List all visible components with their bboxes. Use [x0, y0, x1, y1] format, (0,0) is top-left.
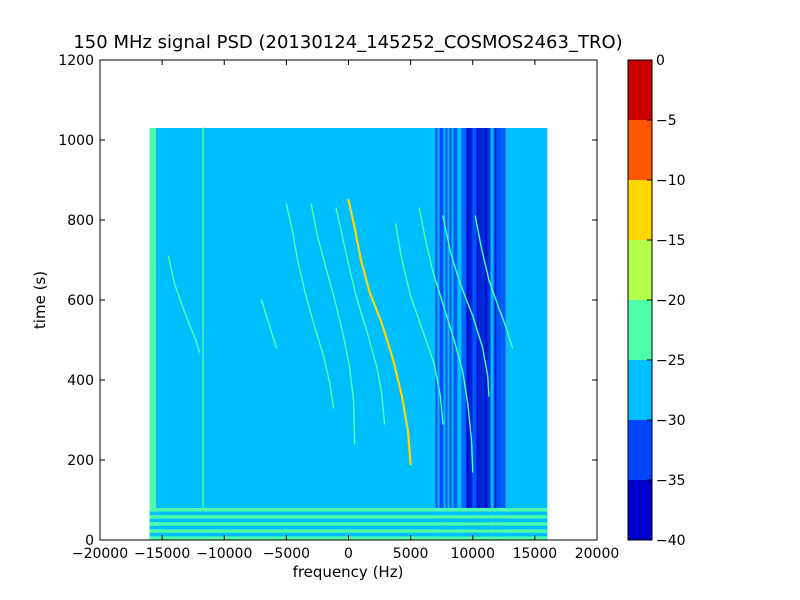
noise-column [455, 128, 458, 540]
trace-e [418, 207, 474, 473]
noise-column [445, 128, 448, 540]
region-left-edge-band [149, 128, 156, 540]
noise-column [480, 128, 483, 540]
trace-f [442, 215, 490, 397]
noise-column [478, 128, 481, 540]
x-tick-label: 15000 [513, 546, 558, 562]
noise-column [494, 128, 497, 540]
colorbar-swatch [628, 300, 652, 360]
noise-column [476, 128, 479, 540]
trace-a [335, 207, 386, 425]
colorbar-swatch [628, 360, 652, 420]
stripe [149, 515, 548, 519]
chart-title: 150 MHz signal PSD (20130124_145252_COSM… [73, 32, 622, 53]
colorbar-swatch [628, 480, 652, 540]
y-tick-label: 1200 [58, 53, 94, 69]
noise-column [503, 128, 506, 540]
colorbar-tick-label: −20 [656, 293, 686, 309]
noise-column [441, 128, 444, 540]
x-tick-label: 20000 [575, 546, 620, 562]
stripe [149, 518, 548, 523]
noise-column [486, 128, 489, 540]
y-tick-label: 1000 [58, 133, 94, 149]
x-axis-ticks: −20000 −15000 −10000 −5000 0 5000 10000 15000 20… [72, 60, 619, 562]
x-tick-label: −5000 [263, 546, 310, 562]
trace-layer [167, 127, 514, 509]
noise-column [439, 128, 442, 540]
noise-column [466, 128, 469, 540]
colorbar-tick-label: −35 [656, 473, 686, 489]
x-tick-label: −15000 [134, 546, 190, 562]
x-axis-label: frequency (Hz) [293, 563, 404, 581]
trace-c [285, 203, 335, 409]
colorbar-swatch [628, 60, 652, 120]
x-tick-label: −20000 [72, 546, 128, 562]
plot-area: −20000 −15000 −10000 −5000 0 5000 10000 15000 20… [58, 53, 619, 562]
x-tick-label: 10000 [450, 546, 495, 562]
noise-column [470, 128, 473, 540]
noise-column [484, 128, 487, 540]
stripe [149, 525, 548, 530]
noise-column [488, 128, 491, 540]
noise-column [497, 128, 500, 540]
y-tick-label: 0 [85, 533, 94, 549]
colorbar-tick-label: −30 [656, 413, 686, 429]
colorbar-tick-label: −5 [656, 113, 677, 129]
noise-column [501, 128, 504, 540]
colorbar-tick-label: −10 [656, 173, 686, 189]
trace-d [395, 223, 444, 425]
region-lowest-power-core [466, 128, 497, 540]
noise-column [482, 128, 485, 540]
stripe [149, 532, 548, 537]
y-tick-label: 600 [67, 293, 94, 309]
colorbar-tick-label: −15 [656, 233, 686, 249]
colorbar-swatch [628, 420, 652, 480]
heatmap-layer [149, 128, 548, 540]
y-tick-label: 400 [67, 373, 94, 389]
noise-column [475, 128, 478, 540]
noise-column [465, 128, 468, 540]
trace-b [310, 203, 356, 445]
region-fill [149, 128, 156, 540]
colorbar-tick-label: −40 [656, 533, 686, 549]
x-tick-label: 0 [344, 546, 353, 562]
stripe [149, 511, 548, 516]
noise-column [449, 128, 452, 540]
colorbar: 0 −5 −10 −15 −20 −25 −30 −35 −40 [627, 53, 686, 549]
trace-g [474, 215, 514, 349]
main-doppler-trace [347, 198, 412, 466]
y-axis-ticks: 0 200 400 600 800 1000 1200 [58, 53, 597, 549]
colorbar-tick-label: 0 [656, 53, 665, 69]
stripe [149, 522, 548, 526]
noise-column [435, 128, 438, 540]
noise-column [453, 128, 456, 540]
noise-column [468, 128, 471, 540]
noise-column [473, 128, 476, 540]
y-tick-label: 200 [67, 453, 94, 469]
colorbar-swatch [628, 120, 652, 180]
noise-column [499, 128, 502, 540]
x-tick-label: 5000 [393, 546, 429, 562]
trace-h [167, 255, 201, 353]
colorbar-swatch [628, 240, 652, 300]
trace-i [260, 299, 278, 349]
colorbar-tick-label: −25 [656, 353, 686, 369]
noise-column [463, 128, 466, 540]
noise-column [461, 128, 464, 540]
x-tick-label: −10000 [196, 546, 252, 562]
y-tick-label: 800 [67, 213, 94, 229]
stripe [149, 508, 548, 512]
noise-column [493, 128, 496, 540]
y-axis-label: time (s) [31, 271, 49, 329]
colorbar-swatch [628, 180, 652, 240]
stripe [149, 529, 548, 533]
